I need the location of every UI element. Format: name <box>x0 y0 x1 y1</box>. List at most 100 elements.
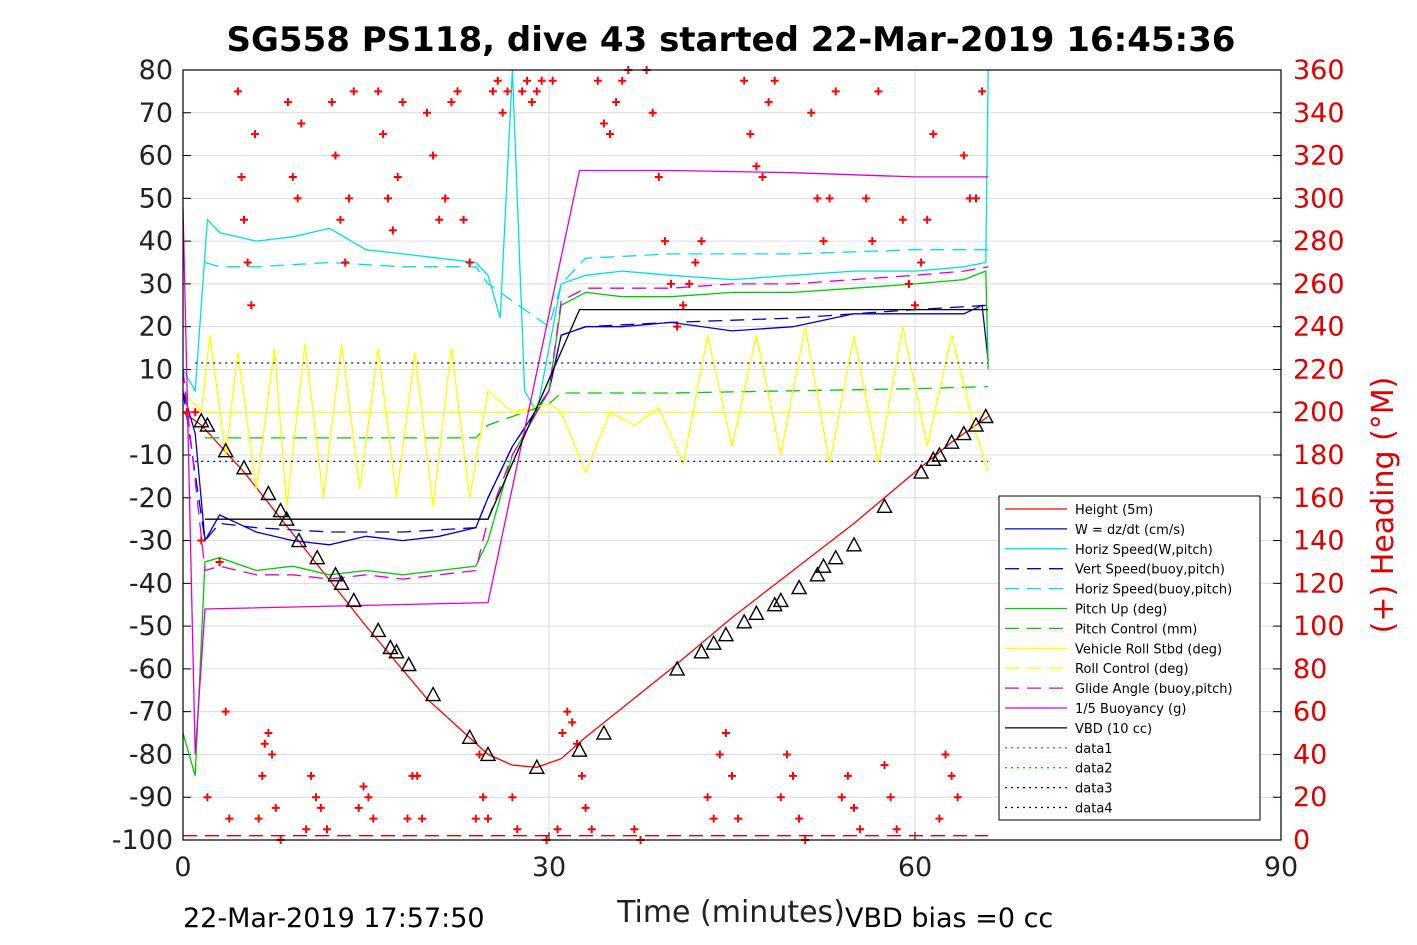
heading-point <box>283 98 292 107</box>
depth-marker <box>766 596 783 612</box>
heading-point <box>354 803 363 812</box>
y2-tick-label: 200 <box>1293 397 1345 428</box>
heading-point <box>581 803 590 812</box>
depth-marker <box>809 566 826 582</box>
heading-point <box>268 750 277 759</box>
heading-point <box>868 237 877 246</box>
y-tick-label: -60 <box>129 654 173 685</box>
depth-marker <box>260 485 277 501</box>
y2-axis-label: (+) Heading (°M) <box>1366 377 1401 634</box>
heading-point <box>523 76 532 85</box>
depth-marker <box>217 442 234 458</box>
depth-marker <box>235 459 253 475</box>
legend-entry: Horiz Speed(W,pitch) <box>1075 543 1213 558</box>
heading-point <box>403 814 412 823</box>
heading-point <box>917 258 926 267</box>
heading-point <box>548 76 557 85</box>
heading-point <box>795 814 804 823</box>
legend-entry: data1 <box>1075 742 1113 757</box>
heading-point <box>341 258 350 267</box>
heading-point <box>441 194 450 203</box>
x-tick-label: 60 <box>898 852 932 883</box>
heading-point <box>593 76 602 85</box>
heading-point <box>898 215 907 224</box>
depth-marker <box>943 433 960 449</box>
heading-point <box>435 215 444 224</box>
series-line-7 <box>182 326 989 507</box>
heading-point <box>715 750 724 759</box>
heading-point <box>886 793 895 802</box>
heading-point <box>344 194 353 203</box>
heading-point <box>941 750 950 759</box>
heading-point <box>503 87 512 96</box>
depth-marker <box>955 425 972 441</box>
depth-marker <box>845 536 863 552</box>
heading-point <box>630 825 639 834</box>
depth-marker <box>931 446 948 462</box>
heading-point <box>493 76 502 85</box>
heading-point <box>475 750 484 759</box>
heading-point <box>393 172 402 181</box>
heading-point <box>618 76 627 85</box>
heading-point <box>537 76 546 85</box>
heading-point <box>307 771 316 780</box>
heading-point <box>254 814 263 823</box>
heading-point <box>599 119 608 128</box>
heading-point <box>606 130 614 139</box>
heading-point <box>203 793 212 802</box>
axis-ticks: 0 30 60 9080706050403020100-10-20-30-40-50-… <box>112 55 1345 883</box>
depth-marker <box>736 613 753 629</box>
depth-marker <box>668 660 686 676</box>
heading-point <box>856 825 865 834</box>
heading-point <box>322 825 331 834</box>
depth-marker <box>290 532 308 548</box>
heading-point <box>972 194 980 203</box>
heading-point <box>297 119 306 128</box>
heading-point <box>789 771 797 780</box>
heading-point <box>721 729 730 738</box>
y-tick-label: -20 <box>129 483 173 514</box>
y-tick-label: 30 <box>139 269 173 300</box>
heading-point <box>563 707 572 716</box>
y-tick-label: 10 <box>139 354 173 385</box>
y-tick-label: -50 <box>129 611 173 642</box>
heading-point <box>243 258 252 267</box>
heading-point <box>843 771 852 780</box>
heading-point <box>240 215 248 224</box>
legend-entry: Height (5m) <box>1075 503 1153 518</box>
heading-point <box>612 98 621 107</box>
y2-tick-label: 240 <box>1293 312 1345 343</box>
depth-marker <box>705 634 722 650</box>
footer-vbd-bias: VBD bias =0 cc <box>845 903 1053 934</box>
y2-tick-label: 20 <box>1293 782 1327 813</box>
depth-marker <box>693 643 710 659</box>
heading-point <box>709 814 718 823</box>
heading-point <box>959 151 968 160</box>
heading-point <box>660 237 669 246</box>
y2-tick-label: 60 <box>1293 697 1327 728</box>
y2-tick-label: 280 <box>1293 226 1345 257</box>
heading-point <box>553 825 562 834</box>
heading-point <box>685 279 694 288</box>
heading-point <box>807 108 816 117</box>
depth-marker <box>370 621 387 638</box>
heading-point <box>758 172 767 181</box>
legend-entry: data2 <box>1075 762 1113 777</box>
heading-point <box>577 771 586 780</box>
y-tick-label: -10 <box>129 440 173 471</box>
heading-point <box>508 793 517 802</box>
heading-point <box>364 793 373 802</box>
x-tick-label: 0 <box>174 852 191 883</box>
heading-point <box>302 825 311 834</box>
heading-point <box>929 130 938 139</box>
heading-point <box>349 87 358 96</box>
heading-point <box>327 98 336 107</box>
heading-point <box>413 771 422 780</box>
depth-marker <box>967 416 985 432</box>
heading-point <box>258 771 267 780</box>
heading-point <box>734 814 743 823</box>
y2-tick-label: 340 <box>1293 98 1345 129</box>
heading-point <box>233 87 242 96</box>
series-line-0 <box>182 411 989 768</box>
series-line-11 <box>205 308 989 520</box>
